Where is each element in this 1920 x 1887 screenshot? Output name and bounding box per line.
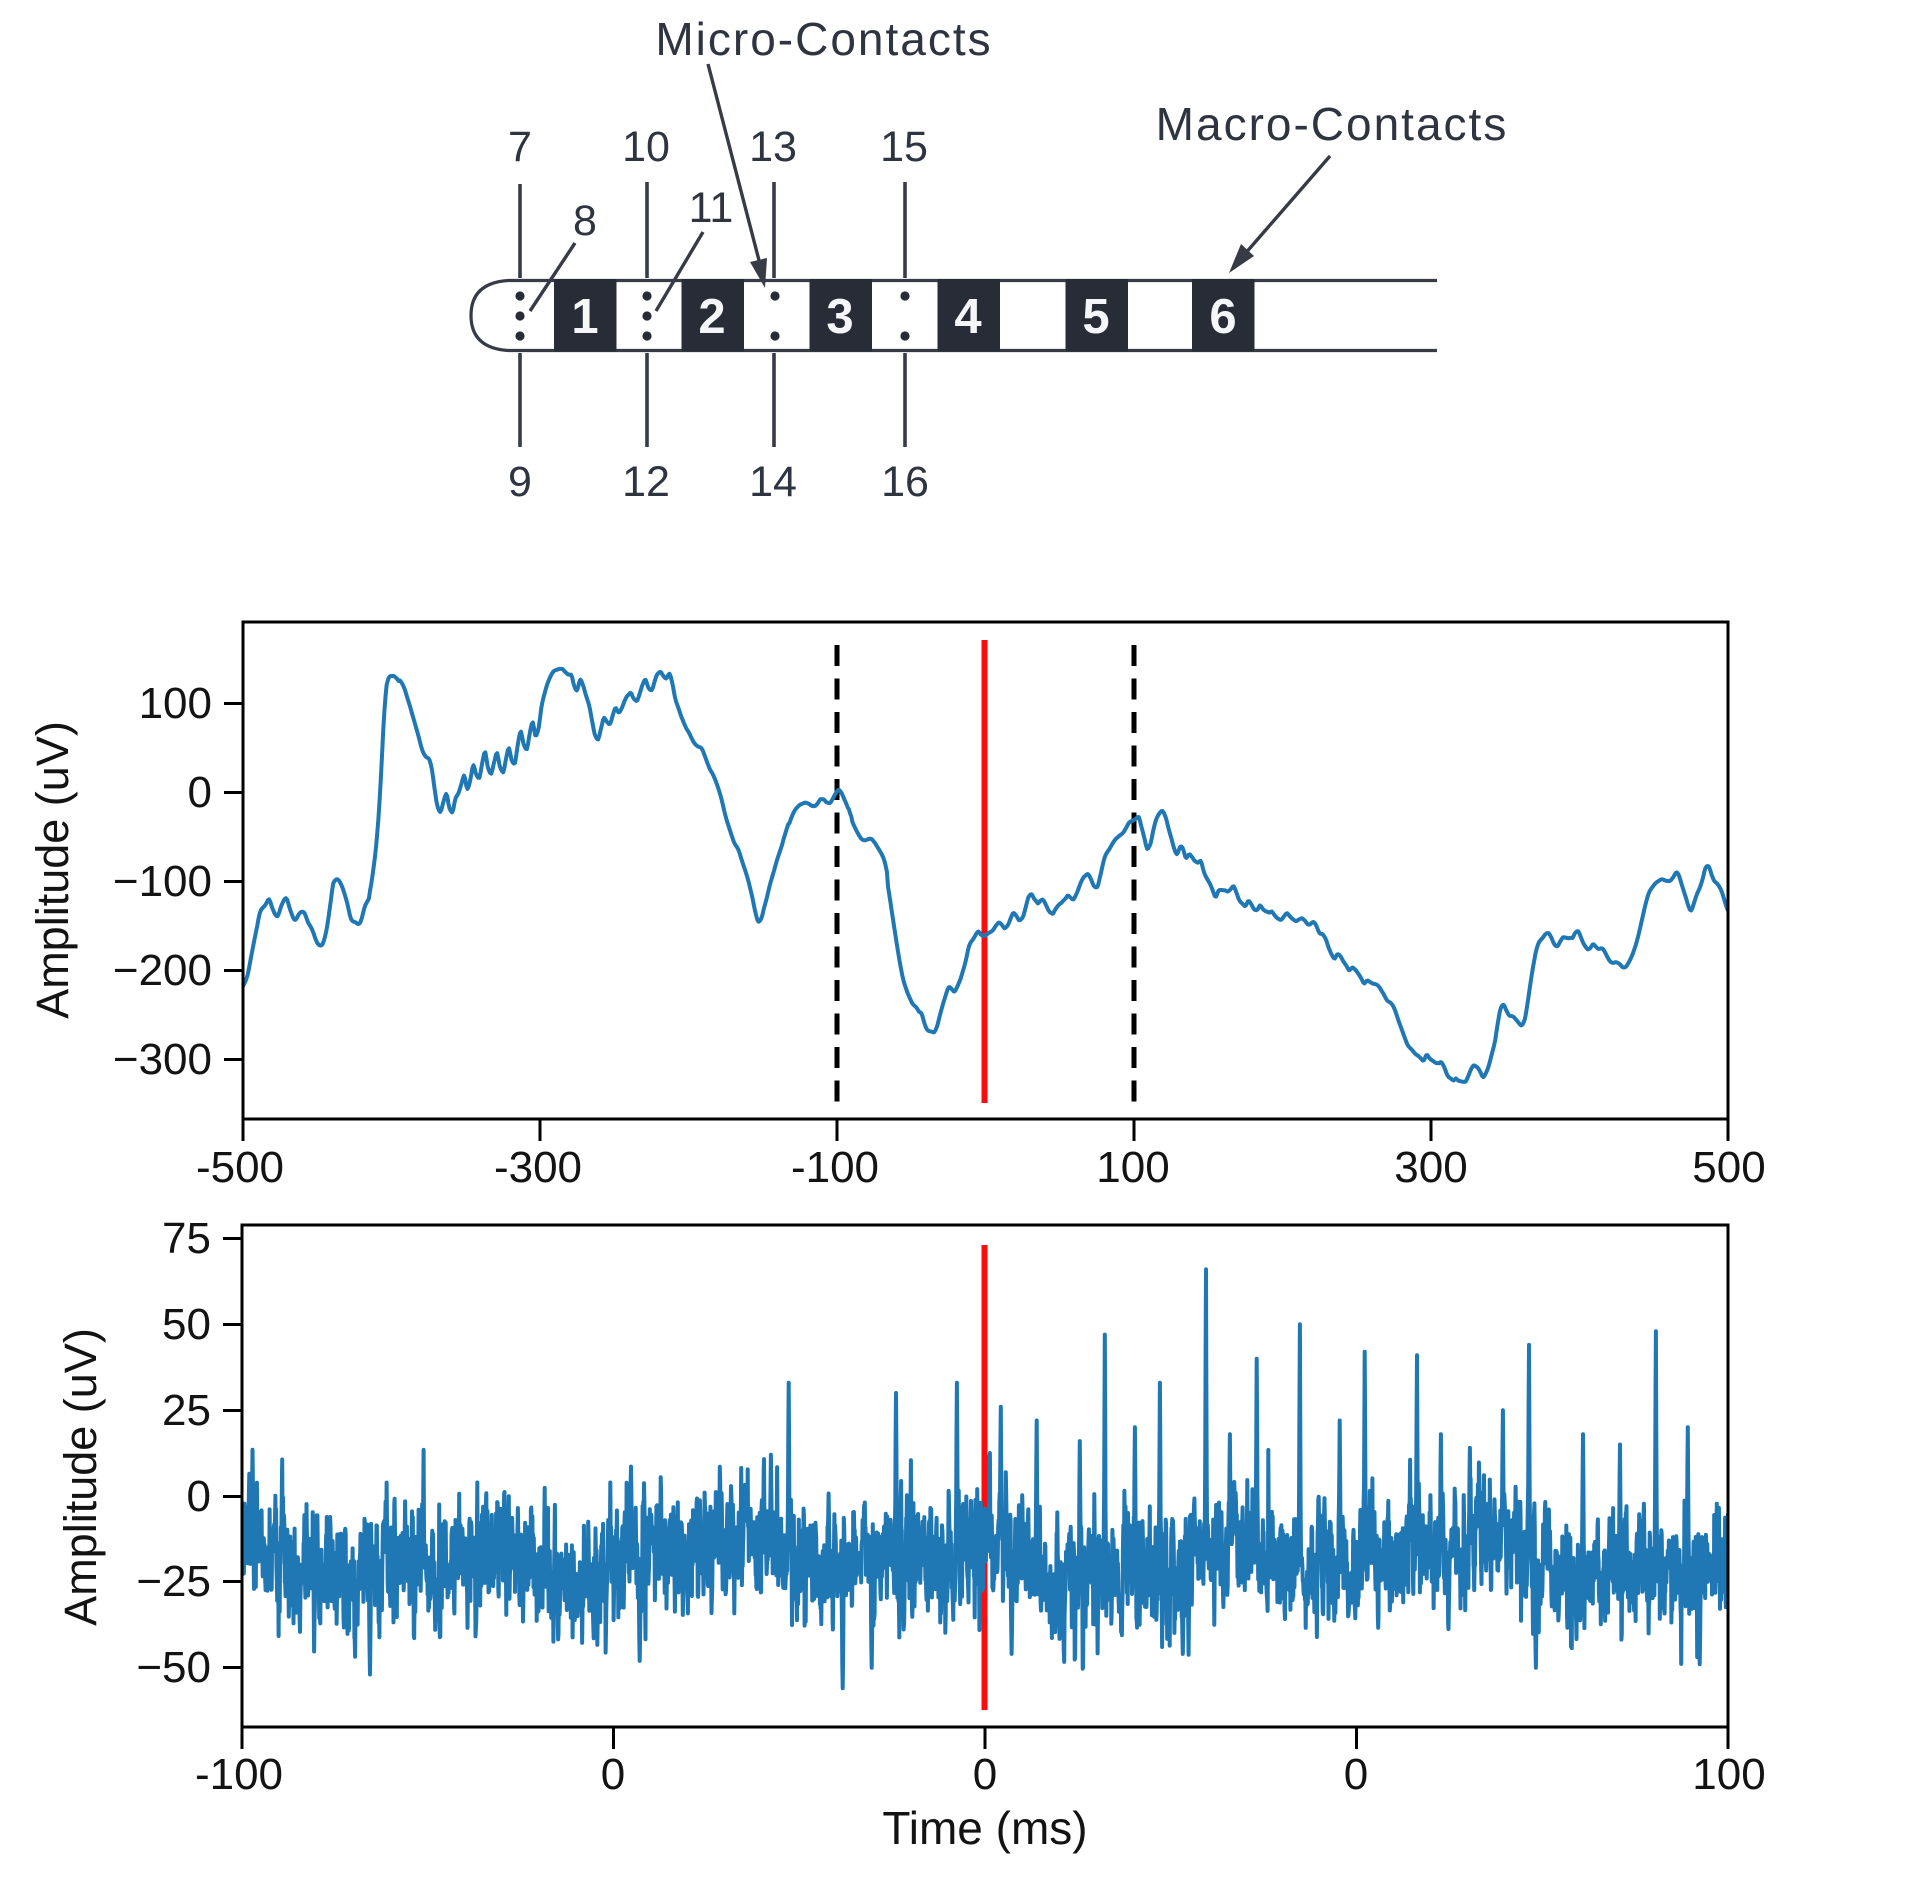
svg-text:13: 13 — [749, 123, 797, 171]
svg-text:0: 0 — [1344, 1750, 1368, 1799]
svg-text:−300: −300 — [113, 1035, 212, 1084]
svg-text:8: 8 — [573, 197, 597, 245]
svg-text:-500: -500 — [196, 1143, 284, 1192]
svg-text:300: 300 — [1394, 1143, 1467, 1192]
svg-text:14: 14 — [749, 458, 797, 506]
svg-text:75: 75 — [162, 1214, 211, 1263]
svg-text:-100: -100 — [195, 1750, 283, 1799]
svg-text:Amplitude (uV): Amplitude (uV) — [27, 721, 78, 1019]
svg-text:500: 500 — [1692, 1143, 1765, 1192]
svg-text:Amplitude (uV): Amplitude (uV) — [55, 1328, 106, 1626]
svg-text:−25: −25 — [136, 1557, 211, 1606]
svg-text:10: 10 — [622, 123, 670, 171]
svg-text:0: 0 — [601, 1750, 625, 1799]
svg-text:1: 1 — [571, 290, 598, 344]
svg-text:100: 100 — [139, 679, 212, 728]
svg-text:9: 9 — [508, 458, 532, 506]
svg-text:25: 25 — [162, 1386, 211, 1435]
svg-text:-300: -300 — [494, 1143, 582, 1192]
svg-text:5: 5 — [1082, 290, 1109, 344]
svg-text:11: 11 — [689, 184, 734, 232]
svg-text:50: 50 — [162, 1300, 211, 1349]
svg-text:Macro-Contacts: Macro-Contacts — [1156, 98, 1509, 150]
svg-text:16: 16 — [881, 458, 929, 506]
svg-text:100: 100 — [1692, 1750, 1765, 1799]
svg-text:Micro-Contacts: Micro-Contacts — [655, 13, 992, 65]
svg-text:3: 3 — [826, 290, 853, 344]
svg-text:−200: −200 — [113, 946, 212, 995]
svg-text:15: 15 — [880, 123, 928, 171]
svg-text:-100: -100 — [791, 1143, 879, 1192]
svg-text:12: 12 — [622, 458, 670, 506]
svg-text:2: 2 — [698, 290, 725, 344]
svg-text:0: 0 — [187, 1472, 211, 1521]
svg-text:7: 7 — [508, 123, 532, 171]
svg-text:−100: −100 — [113, 857, 212, 906]
svg-text:6: 6 — [1209, 290, 1236, 344]
svg-text:4: 4 — [954, 290, 981, 344]
svg-text:Time (ms): Time (ms) — [882, 1802, 1087, 1854]
svg-text:−50: −50 — [136, 1643, 211, 1692]
svg-text:100: 100 — [1096, 1143, 1169, 1192]
svg-text:0: 0 — [188, 768, 212, 817]
svg-text:0: 0 — [973, 1750, 997, 1799]
